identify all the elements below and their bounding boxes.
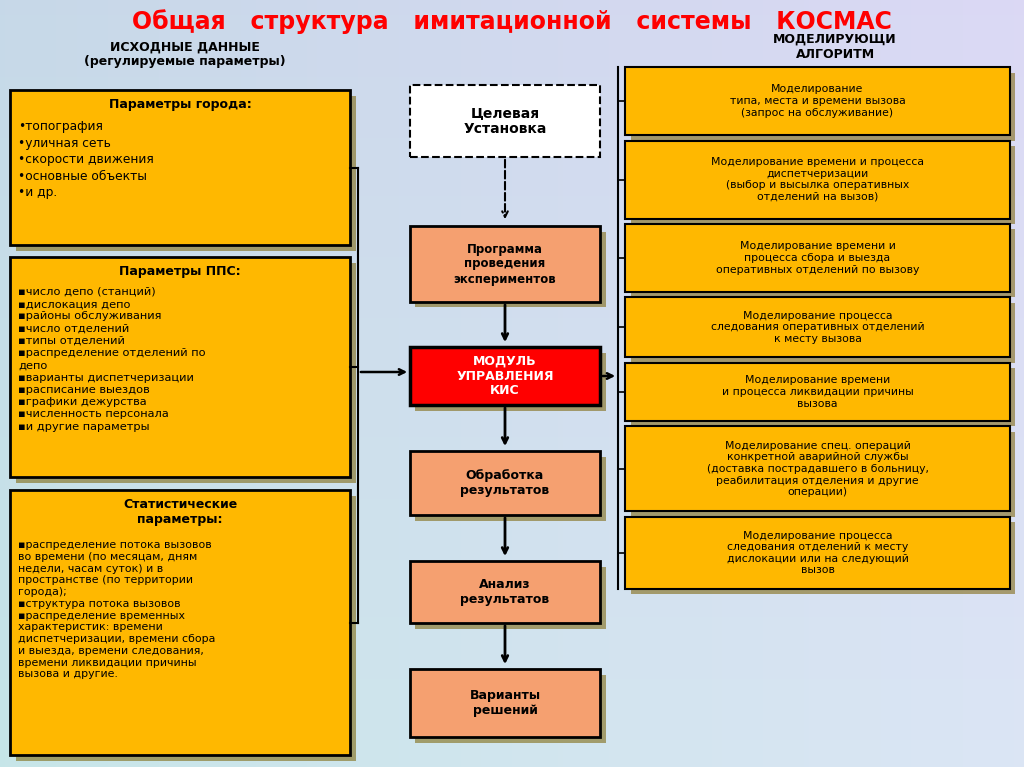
Text: МОДУЛЬ
УПРАВЛЕНИЯ
КИС: МОДУЛЬ УПРАВЛЕНИЯ КИС	[457, 354, 554, 397]
FancyBboxPatch shape	[625, 224, 1010, 292]
Text: Моделирование процесса
следования отделений к месту
дислокации или на следующий
: Моделирование процесса следования отделе…	[727, 531, 908, 575]
FancyBboxPatch shape	[625, 363, 1010, 421]
Text: Моделирование времени
и процесса ликвидации причины
вызова: Моделирование времени и процесса ликвида…	[722, 375, 913, 409]
FancyBboxPatch shape	[625, 298, 1010, 357]
FancyBboxPatch shape	[631, 73, 1016, 140]
FancyBboxPatch shape	[10, 490, 350, 755]
Text: Моделирование времени и
процесса сбора и выезда
оперативных отделений по вызову: Моделирование времени и процесса сбора и…	[716, 242, 920, 275]
Text: Программа
проведения
экспериментов: Программа проведения экспериментов	[454, 242, 556, 285]
FancyBboxPatch shape	[410, 226, 600, 302]
FancyBboxPatch shape	[410, 669, 600, 737]
FancyBboxPatch shape	[631, 146, 1016, 224]
Text: Анализ
результатов: Анализ результатов	[461, 578, 550, 606]
Text: Моделирование времени и процесса
диспетчеризации
(выбор и высылка оперативных
от: Моделирование времени и процесса диспетч…	[711, 157, 924, 202]
Text: Параметры ППС:: Параметры ППС:	[119, 265, 241, 278]
FancyBboxPatch shape	[631, 368, 1016, 426]
FancyBboxPatch shape	[410, 451, 600, 515]
Text: Статистические
параметры:: Статистические параметры:	[123, 498, 238, 526]
FancyBboxPatch shape	[15, 495, 355, 761]
Text: Варианты
решений: Варианты решений	[469, 689, 541, 717]
Text: МОДЕЛИРУЮЩИ
АЛГОРИТМ: МОДЕЛИРУЮЩИ АЛГОРИТМ	[773, 33, 897, 61]
Text: Общая   структура   имитационной   системы   КОСМАС: Общая структура имитационной системы КОС…	[132, 10, 892, 35]
FancyBboxPatch shape	[10, 257, 350, 477]
FancyBboxPatch shape	[15, 262, 355, 482]
FancyBboxPatch shape	[410, 561, 600, 623]
FancyBboxPatch shape	[631, 432, 1016, 517]
FancyBboxPatch shape	[631, 229, 1016, 298]
FancyBboxPatch shape	[625, 517, 1010, 589]
Text: Моделирование спец. операций
конкретной аварийной службы
(доставка пострадавшего: Моделирование спец. операций конкретной …	[707, 441, 929, 497]
FancyBboxPatch shape	[625, 140, 1010, 219]
FancyBboxPatch shape	[15, 96, 355, 251]
Text: •топография
•уличная сеть
•скорости движения
•основные объекты
•и др.: •топография •уличная сеть •скорости движ…	[18, 120, 154, 199]
FancyBboxPatch shape	[625, 67, 1010, 135]
FancyBboxPatch shape	[631, 303, 1016, 363]
FancyBboxPatch shape	[625, 426, 1010, 512]
FancyBboxPatch shape	[416, 353, 605, 410]
FancyBboxPatch shape	[410, 347, 600, 405]
FancyBboxPatch shape	[416, 456, 605, 521]
FancyBboxPatch shape	[416, 232, 605, 308]
Text: Обработка
результатов: Обработка результатов	[461, 469, 550, 497]
FancyBboxPatch shape	[416, 674, 605, 742]
Text: ▪распределение потока вызовов
во времени (по месяцам, дням
недели, часам суток) : ▪распределение потока вызовов во времени…	[18, 540, 215, 680]
Text: ▪число депо (станций)
▪дислокация депо
▪районы обслуживания
▪число отделений
▪ти: ▪число депо (станций) ▪дислокация депо ▪…	[18, 287, 206, 432]
Text: Моделирование
типа, места и времени вызова
(запрос на обслуживание): Моделирование типа, места и времени вызо…	[730, 84, 905, 117]
Text: Моделирование процесса
следования оперативных отделений
к месту вызова: Моделирование процесса следования операт…	[711, 311, 925, 344]
Text: (регулируемые параметры): (регулируемые параметры)	[84, 54, 286, 67]
FancyBboxPatch shape	[631, 522, 1016, 594]
FancyBboxPatch shape	[10, 90, 350, 245]
Text: ИСХОДНЫЕ ДАННЫЕ: ИСХОДНЫЕ ДАННЫЕ	[110, 41, 260, 54]
FancyBboxPatch shape	[410, 85, 600, 157]
FancyBboxPatch shape	[416, 567, 605, 628]
Text: Целевая
Установка: Целевая Установка	[463, 106, 547, 136]
Text: Параметры города:: Параметры города:	[109, 98, 251, 111]
